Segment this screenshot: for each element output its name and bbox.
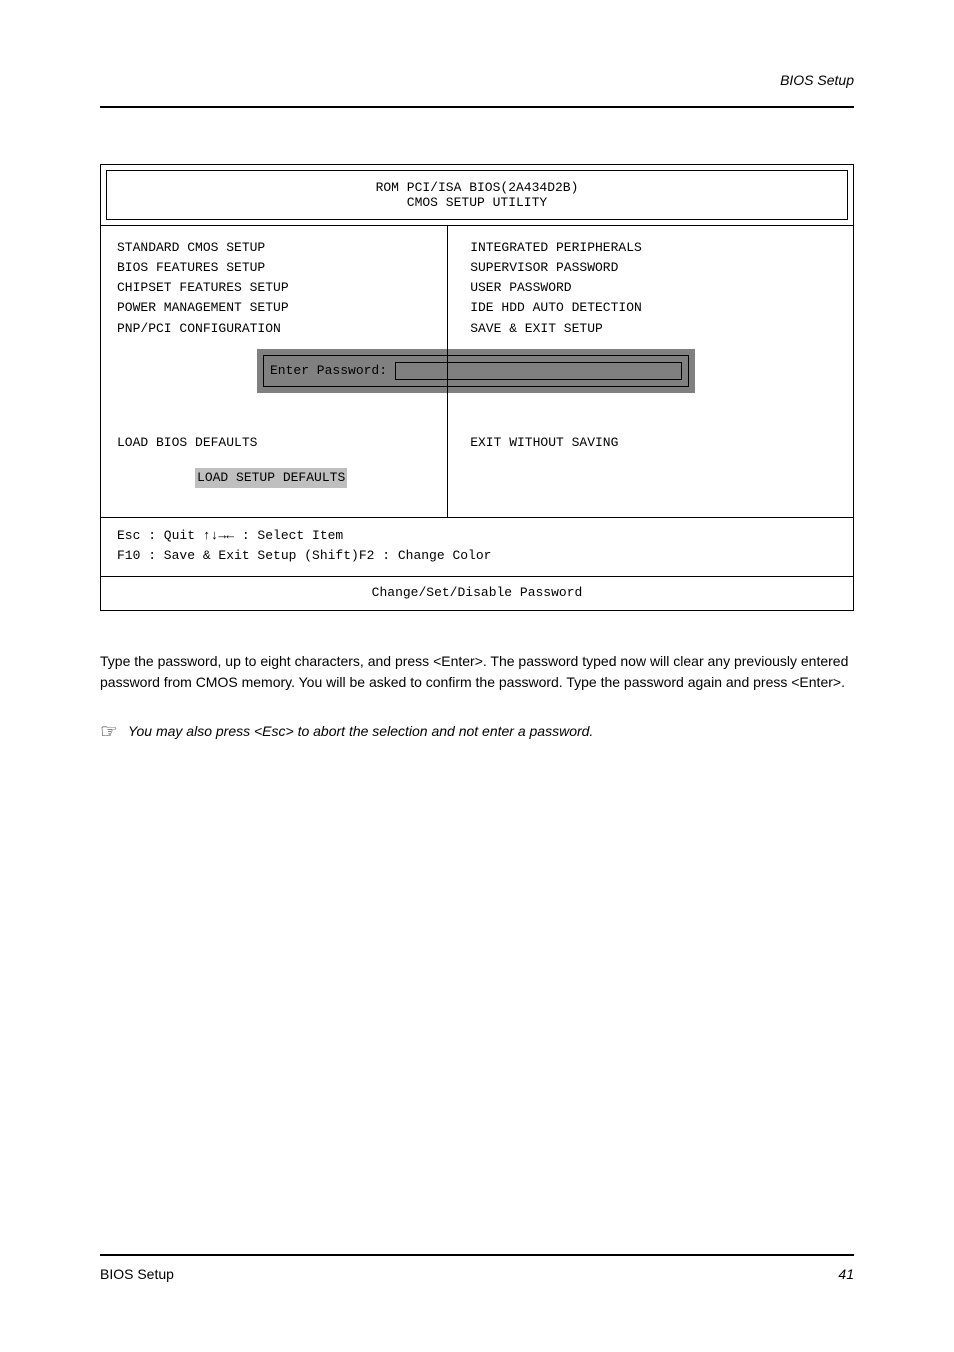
footer-left: BIOS Setup [100,1266,174,1282]
bios-body: STANDARD CMOS SETUP BIOS FEATURES SETUP … [101,226,853,518]
bios-title-inner: ROM PCI/ISA BIOS(2A434D2B) CMOS SETUP UT… [106,170,848,220]
menu-item[interactable]: PNP/PCI CONFIGURATION [117,319,448,339]
body-paragraph: Type the password, up to eight character… [100,651,854,693]
bios-title-main: ROM PCI/ISA BIOS(2A434D2B) [117,180,837,195]
menu-item[interactable]: SAVE & EXIT SETUP [470,319,837,339]
menu-item[interactable]: USER PASSWORD [470,278,837,298]
header-section-title: BIOS Setup [780,72,854,88]
bios-title-row: ROM PCI/ISA BIOS(2A434D2B) CMOS SETUP UT… [101,170,853,226]
password-box-wrap: Enter Password: [257,349,837,393]
page-header: BIOS Setup [100,72,854,100]
menu-item[interactable]: EXIT WITHOUT SAVING [470,433,837,453]
bios-menu-left: STANDARD CMOS SETUP BIOS FEATURES SETUP … [117,238,448,339]
note-text: You may also press <Esc> to abort the se… [128,721,854,742]
menu-item[interactable]: SUPERVISOR PASSWORD [470,258,837,278]
menu-item[interactable]: CHIPSET FEATURES SETUP [117,278,448,298]
menu-item[interactable]: IDE HDD AUTO DETECTION [470,298,837,318]
password-field[interactable] [395,362,682,380]
menu-item[interactable]: LOAD BIOS DEFAULTS [117,433,448,453]
menu-item[interactable]: POWER MANAGEMENT SETUP [117,298,448,318]
menu-item[interactable]: STANDARD CMOS SETUP [117,238,448,258]
after-box-row: LOAD BIOS DEFAULTS LOAD SETUP DEFAULTS E… [117,403,837,503]
page-footer: BIOS Setup 41 [100,1254,854,1282]
pointing-hand-icon: ☞ [100,719,118,744]
menu-item[interactable]: BIOS FEATURES SETUP [117,258,448,278]
bios-body-divider [447,226,448,517]
bios-menu-right: INTEGRATED PERIPHERALS SUPERVISOR PASSWO… [448,238,837,339]
password-box-inner: Enter Password: [263,355,689,387]
header-rule [100,106,854,108]
footer-page-number: 41 [838,1266,854,1282]
after-left-col: LOAD BIOS DEFAULTS LOAD SETUP DEFAULTS [117,403,448,503]
bios-title-sub: CMOS SETUP UTILITY [117,195,837,210]
bios-legend: Esc : Quit ↑↓→← : Select Item F10 : Save… [101,518,853,577]
note-row: ☞ You may also press <Esc> to abort the … [100,721,854,744]
footer-rule [100,1254,854,1256]
legend-line-2: F10 : Save & Exit Setup (Shift)F2 : Chan… [117,546,837,566]
menu-item[interactable]: INTEGRATED PERIPHERALS [470,238,837,258]
bios-menu-columns: STANDARD CMOS SETUP BIOS FEATURES SETUP … [117,238,837,339]
password-box-outer: Enter Password: [257,349,695,393]
legend-line-1: Esc : Quit ↑↓→← : Select Item [117,526,837,546]
menu-item-selected[interactable]: LOAD SETUP DEFAULTS [195,468,347,488]
bios-frame: ROM PCI/ISA BIOS(2A434D2B) CMOS SETUP UT… [100,164,854,611]
bios-footer-line: Change/Set/Disable Password [101,577,853,610]
after-right-col: EXIT WITHOUT SAVING [448,403,837,503]
password-box-label: Enter Password: [270,363,387,378]
